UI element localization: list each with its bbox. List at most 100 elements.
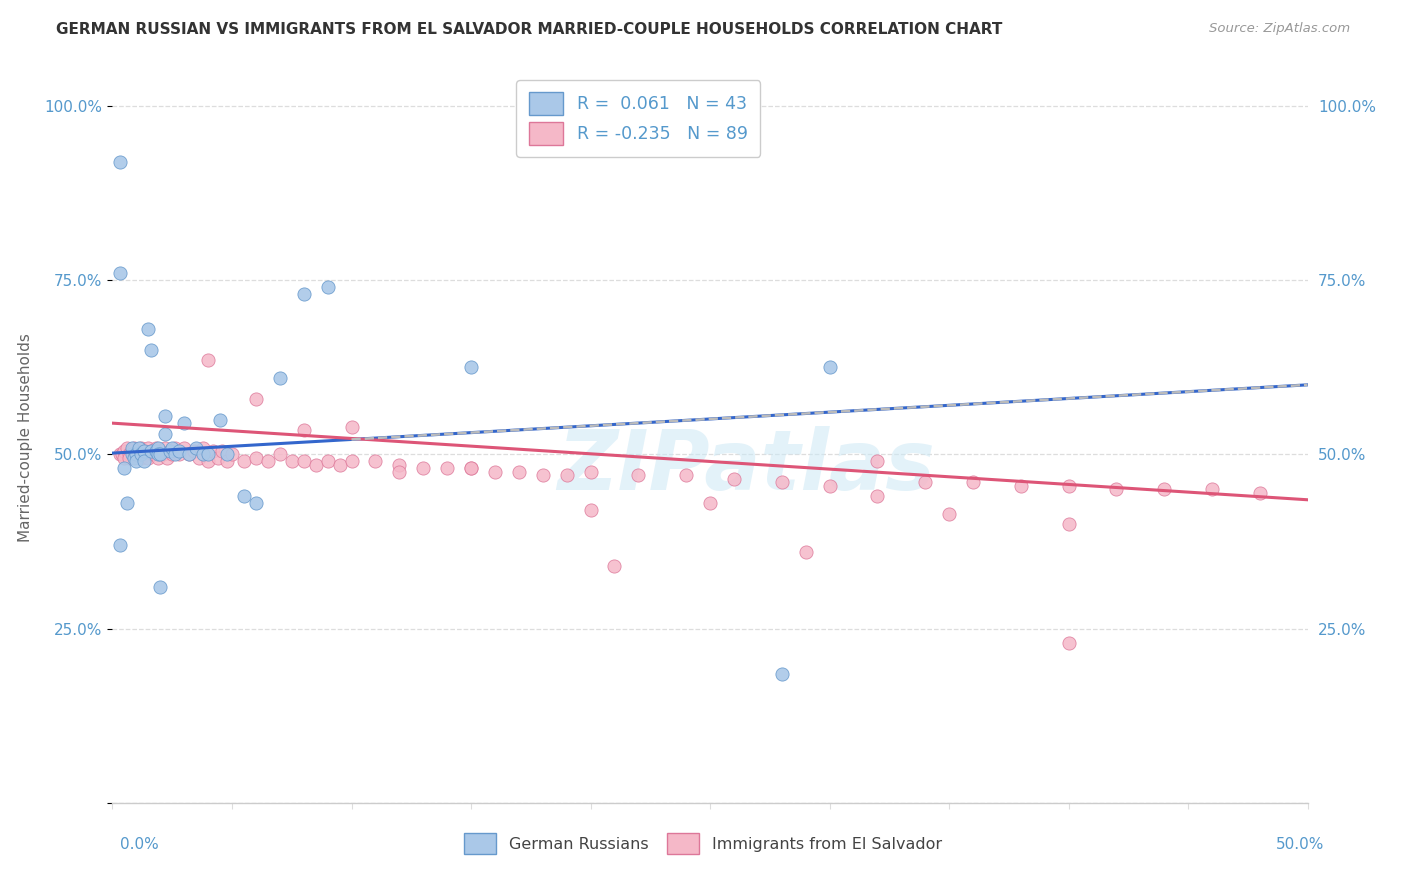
- Point: [221, 448, 243, 462]
- Point: [207, 450, 229, 465]
- Point: [723, 472, 745, 486]
- Point: [217, 448, 239, 462]
- Point: [1057, 517, 1080, 532]
- Text: 50.0%: 50.0%: [1277, 838, 1324, 852]
- Point: [156, 450, 179, 465]
- Point: [129, 448, 152, 462]
- Point: [146, 448, 169, 462]
- Point: [699, 496, 721, 510]
- Point: [460, 360, 482, 375]
- Point: [145, 441, 167, 455]
- Point: [118, 450, 141, 465]
- Point: [187, 450, 209, 465]
- Point: [177, 448, 200, 462]
- Point: [162, 448, 183, 462]
- Point: [132, 444, 155, 458]
- Point: [211, 444, 233, 458]
- Point: [201, 444, 224, 458]
- Point: [186, 441, 208, 455]
- Point: [121, 448, 143, 462]
- Point: [305, 458, 328, 472]
- Point: [269, 448, 291, 462]
- Point: [114, 450, 135, 465]
- Point: [316, 454, 339, 468]
- Point: [675, 468, 697, 483]
- Point: [108, 266, 131, 280]
- Point: [233, 454, 256, 468]
- Point: [340, 419, 363, 434]
- Point: [579, 465, 602, 479]
- Point: [388, 465, 411, 479]
- Legend: German Russians, Immigrants from El Salvador: German Russians, Immigrants from El Salv…: [456, 825, 950, 862]
- Point: [122, 441, 145, 455]
- Legend: R =  0.061   N = 43, R = -0.235   N = 89: R = 0.061 N = 43, R = -0.235 N = 89: [516, 80, 761, 157]
- Point: [1249, 485, 1271, 500]
- Point: [108, 448, 131, 462]
- Point: [388, 458, 411, 472]
- Point: [233, 489, 256, 503]
- Point: [770, 667, 793, 681]
- Point: [129, 450, 152, 465]
- Point: [115, 496, 138, 510]
- Point: [121, 444, 143, 458]
- Text: Source: ZipAtlas.com: Source: ZipAtlas.com: [1209, 22, 1350, 36]
- Point: [579, 503, 602, 517]
- Point: [794, 545, 817, 559]
- Text: 0.0%: 0.0%: [120, 838, 159, 852]
- Point: [245, 450, 267, 465]
- Point: [111, 448, 134, 462]
- Point: [460, 461, 482, 475]
- Y-axis label: Married-couple Households: Married-couple Households: [18, 333, 32, 541]
- Point: [163, 441, 186, 455]
- Point: [169, 444, 191, 458]
- Point: [1105, 483, 1128, 497]
- Point: [121, 441, 143, 455]
- Point: [108, 538, 131, 552]
- Point: [1153, 483, 1175, 497]
- Point: [914, 475, 936, 490]
- Point: [125, 454, 148, 468]
- Point: [177, 448, 200, 462]
- Point: [128, 441, 150, 455]
- Point: [162, 441, 183, 455]
- Point: [132, 454, 155, 468]
- Point: [135, 448, 157, 462]
- Point: [531, 468, 554, 483]
- Point: [152, 448, 174, 462]
- Point: [193, 441, 215, 455]
- Point: [193, 448, 215, 462]
- Point: [1201, 483, 1223, 497]
- Text: ZIPatlas: ZIPatlas: [557, 425, 935, 507]
- Point: [159, 444, 181, 458]
- Point: [142, 448, 165, 462]
- Point: [292, 454, 315, 468]
- Point: [122, 448, 145, 462]
- Point: [292, 287, 315, 301]
- Point: [139, 444, 162, 458]
- Point: [962, 475, 984, 490]
- Point: [217, 454, 239, 468]
- Point: [340, 454, 363, 468]
- Point: [129, 441, 152, 455]
- Point: [169, 448, 191, 462]
- Point: [245, 496, 267, 510]
- Point: [173, 441, 195, 455]
- Point: [139, 343, 162, 357]
- Point: [938, 507, 960, 521]
- Point: [108, 155, 131, 169]
- Point: [125, 448, 148, 462]
- Point: [115, 441, 138, 455]
- Point: [163, 448, 186, 462]
- Point: [146, 450, 169, 465]
- Point: [197, 454, 219, 468]
- Point: [132, 444, 155, 458]
- Point: [484, 465, 506, 479]
- Point: [153, 409, 176, 424]
- Point: [818, 479, 841, 493]
- Point: [173, 416, 195, 430]
- Point: [866, 489, 889, 503]
- Point: [153, 441, 176, 455]
- Point: [770, 475, 793, 490]
- Point: [866, 454, 889, 468]
- Point: [118, 448, 141, 462]
